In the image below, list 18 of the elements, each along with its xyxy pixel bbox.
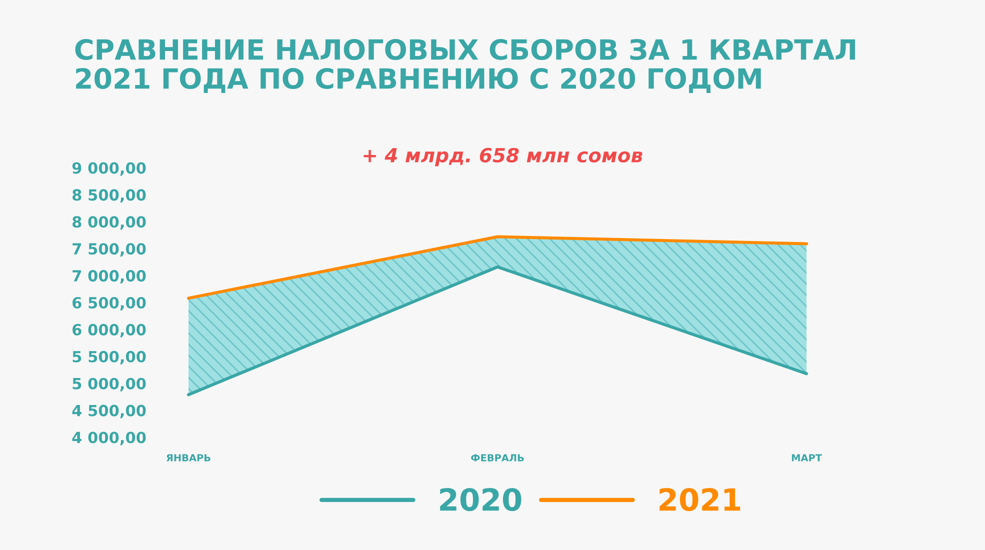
y-tick-label: 7 500,00 [72,243,146,257]
legend-label: 2020 [440,488,522,512]
chart-title: СРАВНЕНИЕ НАЛОГОВЫХ СБОРОВ ЗА 1 КВАРТАЛ 2021 ГОДА ПО СРАВНЕНИЮ С 2020 ГОДОМ [75,38,856,93]
y-tick-label: 5 000,00 [72,378,146,392]
y-tick-label: 4 000,00 [72,432,146,446]
y-tick-label: 7 000,00 [72,270,146,284]
y-tick-label: 4 500,00 [72,404,146,418]
x-tick-label: МАРТ [792,454,822,462]
y-tick-label: 8 000,00 [72,216,146,230]
y-tick-label: 8 500,00 [72,189,146,203]
x-tick-label: ФЕВРАЛЬ [471,454,524,462]
legend-label: 2021 [660,488,740,512]
x-tick-label: ЯНВАРЬ [166,454,210,462]
y-tick-label: 9 000,00 [72,162,146,176]
text: + 4 млрд. 658 млн сомов [364,148,642,166]
y-tick-label: 6 000,00 [72,324,146,338]
y-tick-label: 6 500,00 [72,296,146,310]
y-tick-label: 5 500,00 [72,350,146,364]
